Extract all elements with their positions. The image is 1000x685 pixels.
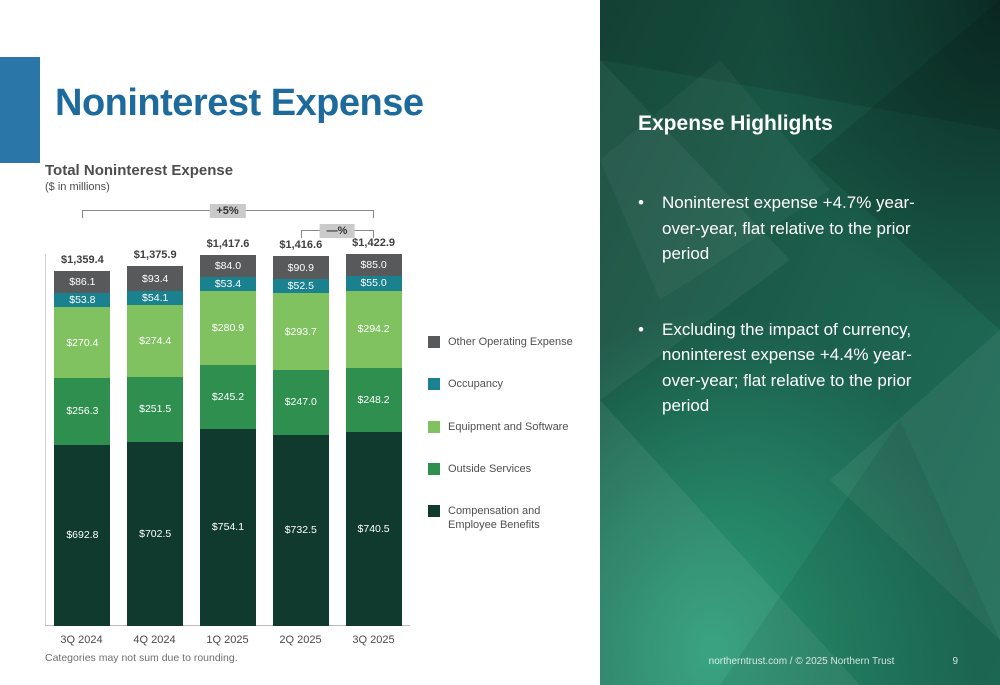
legend-swatch xyxy=(428,420,440,433)
annotation-tick xyxy=(300,230,302,238)
legend-label: Occupancy xyxy=(448,378,504,391)
bar-segment: $692.8 xyxy=(54,444,111,626)
bar-segment: $247.0 xyxy=(272,369,329,435)
bullet-marker: • xyxy=(638,319,644,339)
bar-column: $1,417.6 $84.0 $53.4 $280.9 $245.2 $754.1 xyxy=(192,238,265,626)
bar-segment: $294.2 xyxy=(345,290,402,368)
bar-segment: $270.4 xyxy=(54,307,111,378)
legend-label: Outside Services xyxy=(448,462,532,475)
legend-item: Occupancy xyxy=(428,377,573,391)
bullet-marker: • xyxy=(638,193,644,212)
bar-total-label: $1,375.9 xyxy=(133,249,177,262)
bar-segment: $52.5 xyxy=(272,279,329,294)
bar-segment: $280.9 xyxy=(199,291,256,365)
legend-item: Outside Services xyxy=(428,462,573,476)
highlight-text: Noninterest expense +4.7% year-over-year… xyxy=(662,193,915,263)
bar-segment: $274.4 xyxy=(127,304,184,377)
chart-plot: $1,359.4 $86.1 $53.8 $270.4 $256.3 $692.8 $1,3… xyxy=(45,237,410,626)
stacked-bar: $93.4 $54.1 $274.4 $251.5 $702.5 xyxy=(127,266,184,626)
bar-column: $1,422.9 $85.0 $55.0 $294.2 $248.2 $740.5 xyxy=(337,237,410,626)
bar-total-label: $1,359.4 xyxy=(60,253,104,266)
x-axis-label: 3Q 2024 xyxy=(60,634,103,646)
geometric-facets-decoration xyxy=(600,0,1000,685)
chart-annotations: +5% —% xyxy=(45,196,411,254)
bar-segment: $702.5 xyxy=(127,442,184,626)
x-axis-label: 4Q 2024 xyxy=(133,634,176,646)
chart-legend: Other Operating Expense Occupancy Equipmen… xyxy=(428,335,573,561)
chart-panel: Noninterest Expense Total Noninterest Ex… xyxy=(0,57,573,664)
legend-label: Compensation and Employee Benefits xyxy=(448,505,541,532)
highlights-panel: Expense Highlights • Noninterest expense… xyxy=(600,0,1000,685)
footer-text: northerntrust.com / © 2025 Northern Trus… xyxy=(708,656,895,667)
bar-segment: $293.7 xyxy=(272,293,329,370)
bar-segment: $85.0 xyxy=(345,254,402,277)
annotation-label: —% xyxy=(319,224,355,238)
legend-label: Equipment and Software xyxy=(448,420,569,433)
legend-swatch xyxy=(428,462,440,475)
bar-segment: $93.4 xyxy=(127,266,184,291)
highlight-bullet-item: • Noninterest expense +4.7% year-over-ye… xyxy=(638,190,950,267)
page-number: 9 xyxy=(952,656,958,667)
x-axis-label: 1Q 2025 xyxy=(206,634,249,646)
bar-segment: $251.5 xyxy=(127,376,184,443)
stacked-bar: $90.9 $52.5 $293.7 $247.0 $732.5 xyxy=(272,255,329,626)
stacked-bar: $86.1 $53.8 $270.4 $256.3 $692.8 xyxy=(54,270,111,626)
bar-total-label: $1,416.6 xyxy=(279,238,323,251)
footnote: Categories may not sum due to rounding. xyxy=(45,652,238,664)
x-axis-label: 3Q 2025 xyxy=(352,634,395,646)
stacked-bar: $84.0 $53.4 $280.9 $245.2 $754.1 xyxy=(199,255,256,626)
bar-segment: $84.0 xyxy=(199,255,256,278)
annotation-tick xyxy=(81,210,83,218)
bar-segment: $53.8 xyxy=(54,293,111,308)
slide-title: Noninterest Expense xyxy=(55,82,424,124)
bar-column: $1,416.6 $90.9 $52.5 $293.7 $247.0 $732.5 xyxy=(264,239,337,626)
bar-segment: $740.5 xyxy=(345,432,402,626)
x-axis-labels: 3Q 2024 4Q 2024 1Q 2025 2Q 2025 3Q 2025 xyxy=(45,627,410,646)
stacked-bar: $85.0 $55.0 $294.2 $248.2 $740.5 xyxy=(345,254,402,626)
bar-segment: $732.5 xyxy=(272,434,329,626)
bar-segment: $54.1 xyxy=(127,290,184,305)
stacked-bar-chart: +5% —% $1,359.4 $86.1 $53.8 $270.4 $256.3 $692… xyxy=(45,196,411,661)
x-axis-label: 2Q 2025 xyxy=(279,634,322,646)
legend-label: Other Operating Expense xyxy=(448,336,573,348)
bar-column: $1,359.4 $86.1 $53.8 $270.4 $256.3 $692.8 xyxy=(46,254,119,626)
bar-column: $1,375.9 $93.4 $54.1 $274.4 $251.5 $702.5 xyxy=(119,249,192,626)
highlights-list: • Noninterest expense +4.7% year-over-ye… xyxy=(638,190,950,469)
chart-subtitle: ($ in millions) xyxy=(45,181,110,193)
annotation-tick xyxy=(372,210,374,218)
legend-item: Equipment and Software xyxy=(428,420,573,434)
bar-segment: $256.3 xyxy=(54,377,111,445)
legend-item: Other Operating Expense xyxy=(428,335,573,349)
bar-total-label: $1,417.6 xyxy=(206,238,250,251)
legend-item: Compensation and Employee Benefits xyxy=(428,504,573,533)
title-accent-bar xyxy=(0,57,40,163)
highlight-text: Excluding the impact of currency, nonint… xyxy=(662,319,912,416)
bar-segment: $754.1 xyxy=(199,428,256,626)
bar-segment: $245.2 xyxy=(199,364,256,429)
highlights-title: Expense Highlights xyxy=(638,112,833,135)
bar-segment: $90.9 xyxy=(272,255,329,280)
legend-swatch xyxy=(428,378,440,391)
annotation-label: +5% xyxy=(209,204,246,218)
bar-segment: $55.0 xyxy=(345,276,402,291)
bar-segment: $86.1 xyxy=(54,270,111,294)
legend-swatch xyxy=(428,336,440,348)
bar-segment: $248.2 xyxy=(345,367,402,433)
chart-title: Total Noninterest Expense xyxy=(45,162,234,179)
bar-total-label: $1,422.9 xyxy=(352,237,395,249)
highlight-bullet-item: • Excluding the impact of currency, noni… xyxy=(638,317,950,419)
annotation-tick xyxy=(372,230,374,238)
legend-swatch xyxy=(428,505,440,518)
panel-footer: northerntrust.com / © 2025 Northern Trus… xyxy=(600,656,1000,667)
bar-segment: $53.4 xyxy=(199,277,256,292)
